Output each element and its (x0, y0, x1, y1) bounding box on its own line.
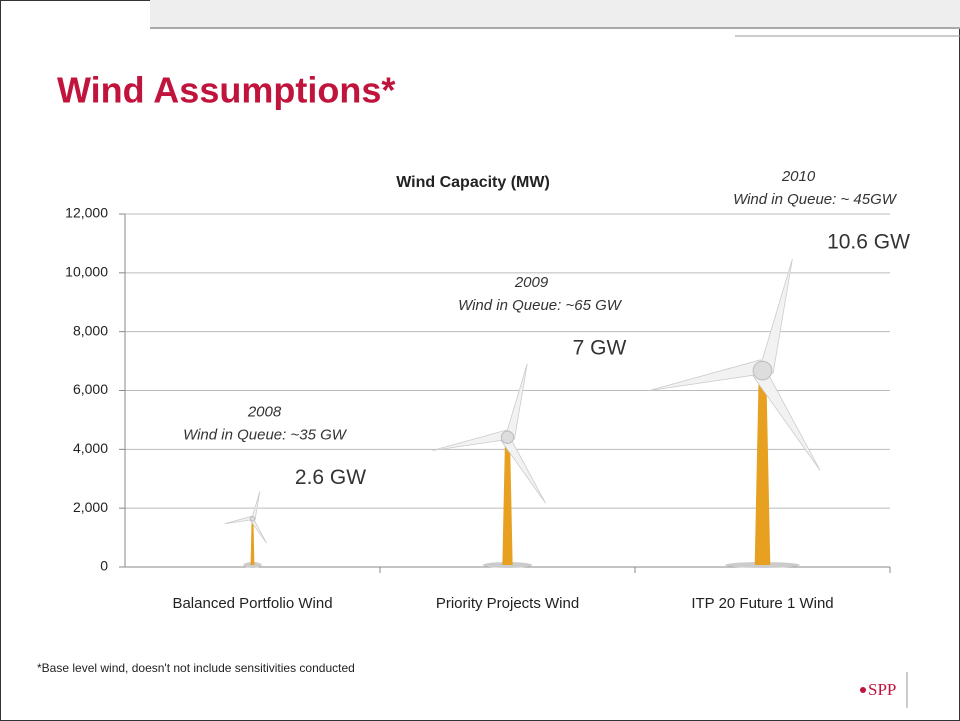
footnote: *Base level wind, doesn't not include se… (37, 661, 355, 675)
y-tick-label: 4,000 (73, 440, 108, 456)
x-tick-label: Priority Projects Wind (436, 595, 579, 612)
y-tick-label: 2,000 (73, 499, 108, 515)
annotation-year: 2010 (781, 168, 816, 185)
annotation-text: Wind in Queue: ~65 GW (458, 297, 623, 314)
chart-title: Wind Capacity (MW) (396, 174, 550, 191)
turbine-hub (501, 431, 513, 443)
annotation-text: Wind in Queue: ~ 45GW (733, 191, 898, 208)
y-tick-label: 10,000 (65, 264, 108, 280)
value-label: 10.6 GW (827, 231, 910, 254)
x-tick-label: ITP 20 Future 1 Wind (691, 595, 833, 612)
slide-title: Wind Assumptions* (57, 70, 395, 111)
slide: Wind Assumptions* Wind Capacity (MW) *Ba… (0, 0, 960, 721)
annotation-text: Wind in Queue: ~35 GW (183, 426, 348, 443)
y-tick-label: 6,000 (73, 381, 108, 397)
header-band (150, 0, 960, 28)
value-label: 7 GW (573, 337, 627, 360)
annotation-year: 2008 (247, 403, 282, 420)
y-tick-label: 8,000 (73, 322, 108, 338)
turbine-hub (250, 517, 255, 522)
value-label: 2.6 GW (295, 466, 366, 489)
logo-dot (860, 687, 866, 693)
y-tick-label: 12,000 (65, 205, 108, 221)
y-tick-label: 0 (100, 558, 108, 574)
turbine-hub (753, 361, 772, 380)
logo: SPP (868, 680, 896, 699)
annotation-year: 2009 (514, 274, 549, 291)
x-tick-label: Balanced Portfolio Wind (172, 595, 332, 612)
